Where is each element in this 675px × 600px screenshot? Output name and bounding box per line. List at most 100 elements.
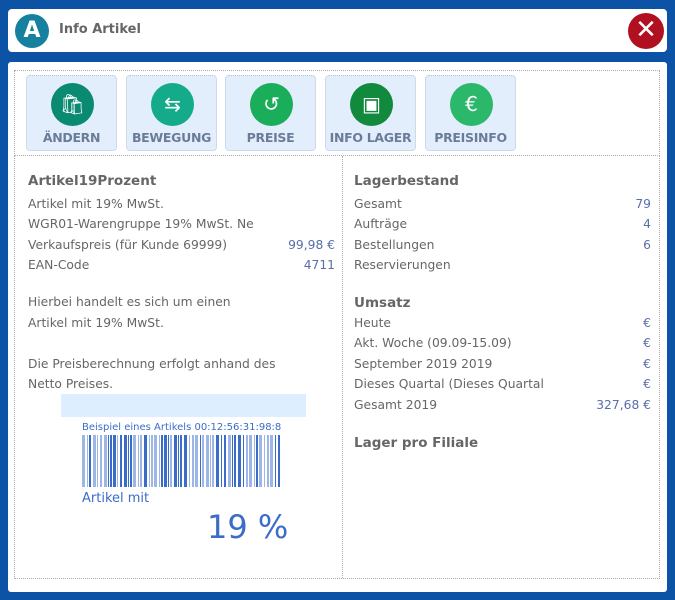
preisinfo-button[interactable]: € PREISINFO bbox=[425, 75, 516, 151]
preise-button[interactable]: ↺ PREISE bbox=[225, 75, 316, 151]
barcode-bar bbox=[87, 435, 88, 487]
label-text: Artikel mit bbox=[82, 491, 150, 506]
barcode-bar bbox=[82, 435, 85, 487]
barcode-bar bbox=[206, 435, 209, 487]
history-icon: ↺ bbox=[250, 83, 293, 126]
barcode-bar bbox=[154, 435, 157, 487]
article-name: Artikel19Prozent bbox=[28, 173, 157, 189]
sales-value: € bbox=[643, 377, 651, 391]
barcode-bar bbox=[224, 435, 226, 487]
barcode-bar bbox=[232, 435, 233, 487]
sales-value: € bbox=[643, 316, 651, 330]
barcode-bar bbox=[212, 435, 214, 487]
barcode-bar bbox=[238, 435, 241, 487]
barcode-bar bbox=[170, 435, 172, 487]
article-description: Artikel mit 19% MwSt. bbox=[28, 197, 164, 211]
note-line: Die Preisberechnung erfolgt anhand des bbox=[28, 357, 276, 371]
barcode-bar bbox=[97, 435, 98, 487]
barcode-bar bbox=[151, 435, 153, 487]
button-label: PREISE bbox=[246, 130, 295, 145]
barcode-bar bbox=[221, 435, 222, 487]
barcode-bar bbox=[133, 435, 136, 487]
barcode-bar bbox=[246, 435, 248, 487]
sales-label: September 2019 2019 bbox=[354, 357, 493, 371]
bag-edit-icon: 🛍 bbox=[51, 83, 94, 126]
sales-heading: Umsatz bbox=[354, 295, 411, 311]
column-divider bbox=[342, 156, 343, 578]
sales-label: Heute bbox=[354, 316, 391, 330]
price-label: Verkaufspreis (für Kunde 69999) bbox=[28, 238, 228, 252]
sales-value: € bbox=[643, 357, 651, 371]
sales-label: Akt. Woche (09.09-15.09) bbox=[354, 336, 512, 350]
stock-label: Gesamt bbox=[354, 197, 402, 211]
barcode-bar bbox=[189, 435, 190, 487]
stock-label: Reservierungen bbox=[354, 258, 451, 272]
main-panel: 🛍 ÄNDERN ⇆ BEWEGUNG ↺ PREISE ▣ INFO LAGE… bbox=[8, 62, 667, 592]
stock-heading: Lagerbestand bbox=[354, 173, 459, 189]
price-value: 99,98 € bbox=[288, 238, 335, 252]
barcode-bar bbox=[113, 435, 116, 487]
bag-euro-info-icon: € bbox=[450, 83, 493, 126]
barcode-bar bbox=[210, 435, 211, 487]
barcode-bar bbox=[254, 435, 255, 487]
toolbar: 🛍 ÄNDERN ⇆ BEWEGUNG ↺ PREISE ▣ INFO LAGE… bbox=[14, 70, 660, 156]
barcode-bar bbox=[243, 435, 244, 487]
sales-label: Dieses Quartal (Dieses Quartal bbox=[354, 377, 544, 391]
button-label: INFO LAGER bbox=[329, 130, 412, 145]
barcode-bar bbox=[195, 435, 198, 487]
barcode-bar bbox=[178, 435, 179, 487]
stock-value: 6 bbox=[643, 238, 651, 252]
barcode-bar bbox=[270, 435, 273, 487]
barcode-bar bbox=[264, 435, 265, 487]
article-group: WGR01-Warengruppe 19% MwSt. Ne bbox=[28, 217, 254, 231]
barcode-bar bbox=[275, 435, 276, 487]
barcode-bar bbox=[234, 435, 236, 487]
barcode-bar bbox=[216, 435, 219, 487]
barcode bbox=[82, 435, 280, 487]
sales-value: 327,68 € bbox=[596, 398, 651, 412]
branch-stock-heading: Lager pro Filiale bbox=[354, 435, 479, 451]
barcode-bar bbox=[174, 435, 177, 487]
sales-label: Gesamt 2019 bbox=[354, 398, 438, 412]
stock-value: 4 bbox=[643, 217, 651, 231]
label-percent: 19 % bbox=[207, 508, 289, 546]
barcode-bar bbox=[228, 435, 231, 487]
note-line: Netto Preises. bbox=[28, 377, 114, 391]
barcode-bar bbox=[200, 435, 201, 487]
button-label: PREISINFO bbox=[434, 130, 507, 145]
barcode-bar bbox=[168, 435, 169, 487]
note-line: Hierbei handelt es sich um einen bbox=[28, 295, 231, 309]
barcode-bar bbox=[128, 435, 129, 487]
note-line: Artikel mit 19% MwSt. bbox=[28, 316, 164, 330]
barcode-bar bbox=[161, 435, 163, 487]
barcode-bar bbox=[93, 435, 96, 487]
barcode-bar bbox=[256, 435, 258, 487]
button-label: BEWEGUNG bbox=[131, 130, 212, 145]
barcode-bar bbox=[202, 435, 204, 487]
article-info: Artikel19Prozent Artikel mit 19% MwSt. W… bbox=[14, 155, 660, 579]
barcode-bar bbox=[180, 435, 182, 487]
close-icon[interactable]: ✕ bbox=[628, 13, 664, 49]
barcode-bar bbox=[149, 435, 150, 487]
barcode-bar bbox=[89, 435, 91, 487]
barcode-bar bbox=[108, 435, 109, 487]
info-lager-button[interactable]: ▣ INFO LAGER bbox=[325, 75, 416, 151]
barcode-bar bbox=[140, 435, 142, 487]
bewegung-button[interactable]: ⇆ BEWEGUNG bbox=[126, 75, 217, 151]
barcode-bar bbox=[192, 435, 194, 487]
barcode-bar bbox=[110, 435, 112, 487]
ean-value: 4711 bbox=[303, 258, 335, 272]
barcode-bar bbox=[259, 435, 262, 487]
barcode-bar bbox=[117, 435, 118, 487]
label-preview-banner bbox=[61, 394, 306, 417]
app-logo-icon: A bbox=[15, 14, 49, 48]
window-title: Info Artikel bbox=[59, 22, 141, 37]
barcode-bar bbox=[249, 435, 252, 487]
stock-label: Aufträge bbox=[354, 217, 408, 231]
ean-label: EAN-Code bbox=[28, 258, 90, 272]
barcode-bar bbox=[164, 435, 167, 487]
stock-label: Bestellungen bbox=[354, 238, 435, 252]
stock-value: 79 bbox=[635, 197, 651, 211]
aendern-button[interactable]: 🛍 ÄNDERN bbox=[26, 75, 117, 151]
button-label: ÄNDERN bbox=[42, 130, 101, 145]
